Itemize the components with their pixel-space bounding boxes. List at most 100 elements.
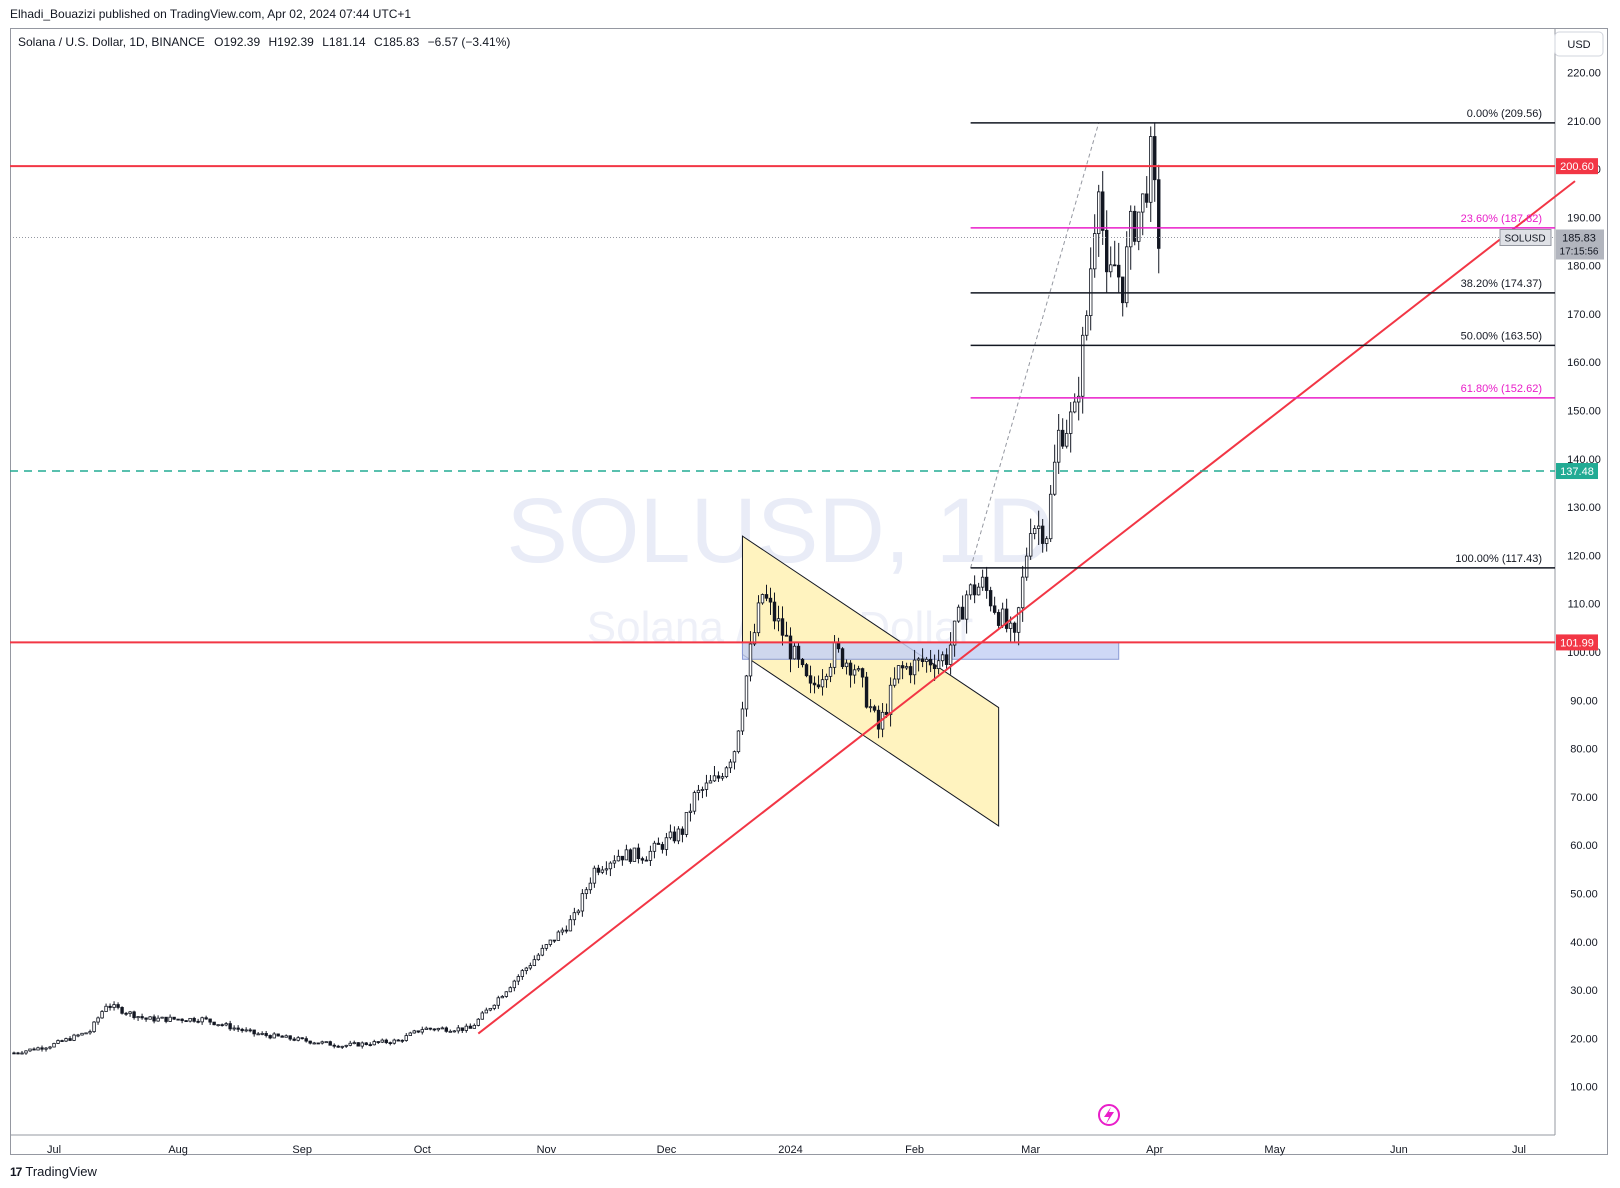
candle-body — [796, 645, 801, 660]
candle-body — [180, 1018, 184, 1022]
x-tick-label: May — [1264, 1144, 1285, 1156]
y-tick-label: 110.00 — [1568, 599, 1601, 611]
candle-body — [912, 659, 917, 676]
y-tick-label: 170.00 — [1567, 309, 1601, 321]
candle-body — [608, 862, 613, 870]
candle-body — [648, 850, 653, 861]
published-info: Elhadi_Bouazizi published on TradingView… — [10, 7, 412, 21]
candle-body — [816, 684, 821, 688]
fib-level-label: 61.80% (152.62) — [1461, 383, 1542, 395]
candle-body — [876, 709, 881, 730]
tradingview-footer[interactable]: 17 TradingView — [10, 1164, 97, 1179]
candle-body — [144, 1017, 148, 1020]
currency-button[interactable]: USD — [1554, 31, 1604, 57]
candle-body — [364, 1042, 368, 1045]
ascending-trendline — [477, 180, 1576, 1035]
candle-body — [380, 1039, 384, 1043]
candle-body — [1000, 608, 1005, 626]
candle-body — [564, 929, 569, 932]
level-price-label: 200.60 — [1560, 161, 1594, 173]
last-price-tag — [1556, 229, 1604, 260]
candle-body — [516, 976, 521, 982]
candle-body — [96, 1017, 100, 1023]
candle-body — [644, 859, 649, 862]
candle-body — [304, 1038, 308, 1042]
candle-body — [680, 828, 685, 835]
candle-body — [632, 847, 637, 862]
candle-body — [1121, 276, 1125, 304]
candle-body — [44, 1047, 48, 1050]
candle-body — [884, 711, 889, 715]
candle-body — [76, 1034, 80, 1037]
candle-body — [824, 675, 829, 681]
candle-body — [256, 1033, 260, 1036]
candle-body — [456, 1027, 460, 1032]
candle-body — [468, 1025, 472, 1029]
x-tick-label: Feb — [905, 1144, 924, 1156]
candle-body — [676, 828, 681, 842]
candle-body — [24, 1050, 28, 1054]
fib-level-label: 100.00% (117.43) — [1455, 553, 1542, 565]
candle-body — [212, 1021, 216, 1026]
candle-body — [548, 939, 553, 945]
candle-body — [404, 1035, 408, 1041]
y-tick-label: 20.00 — [1570, 1033, 1598, 1045]
candle-body — [328, 1041, 332, 1046]
candle-body — [124, 1012, 128, 1015]
candle-body — [432, 1028, 436, 1031]
candle-body — [788, 635, 793, 660]
candle-body — [1056, 429, 1061, 463]
candle-body — [312, 1042, 316, 1045]
candle-body — [1036, 525, 1041, 529]
candle-body — [840, 648, 845, 668]
x-tick-label: 2024 — [778, 1144, 802, 1156]
candle-body — [692, 792, 697, 812]
y-tick-label: 10.00 — [1570, 1082, 1598, 1094]
candle-body — [136, 1016, 140, 1019]
candle-body — [296, 1037, 300, 1041]
candle-body — [344, 1044, 348, 1047]
y-tick-label: 120.00 — [1567, 550, 1601, 562]
candle-body — [872, 706, 877, 711]
level-price-tag — [1556, 463, 1598, 480]
candle-body — [1044, 538, 1049, 544]
candle-body — [732, 751, 737, 763]
candle-body — [496, 997, 501, 1006]
x-tick-label: Mar — [1021, 1144, 1040, 1156]
y-tick-label: 60.00 — [1570, 840, 1598, 852]
flash-icon[interactable] — [1098, 1104, 1120, 1126]
candle-body — [472, 1024, 477, 1029]
candle-body — [388, 1042, 392, 1045]
candle-body — [1157, 179, 1161, 249]
countdown-label: 17:15:56 — [1560, 246, 1599, 257]
candle-body — [568, 919, 573, 932]
symbol-tag — [1499, 228, 1552, 246]
candle-body — [116, 1004, 120, 1008]
candle-body — [216, 1024, 220, 1027]
y-tick-label: 190.00 — [1567, 212, 1601, 224]
x-tick-label: Oct — [414, 1144, 431, 1156]
candle-body — [492, 1004, 497, 1009]
candle-body — [104, 1005, 108, 1012]
candle-body — [188, 1017, 192, 1022]
candle-body — [1028, 533, 1033, 557]
candle-body — [1012, 622, 1017, 633]
candle-body — [152, 1016, 156, 1022]
x-tick-label: Aug — [168, 1144, 188, 1156]
legend-change: −6.57 (−3.41%) — [428, 35, 511, 49]
candle-body — [88, 1031, 92, 1034]
candle-body — [1093, 233, 1097, 270]
candle-body — [272, 1033, 276, 1039]
symbol-tag-label: SOLUSD — [1504, 233, 1545, 244]
candle-body — [20, 1052, 24, 1055]
candle-body — [1004, 608, 1009, 629]
candle-body — [928, 658, 933, 666]
candle-body — [252, 1029, 256, 1035]
candle-body — [132, 1011, 136, 1019]
candle-body — [164, 1016, 168, 1022]
fib-level-label: 50.00% (163.50) — [1461, 330, 1542, 342]
candle-body — [748, 643, 753, 677]
level-price-label: 101.99 — [1560, 637, 1594, 649]
x-tick-label: Apr — [1146, 1144, 1163, 1156]
